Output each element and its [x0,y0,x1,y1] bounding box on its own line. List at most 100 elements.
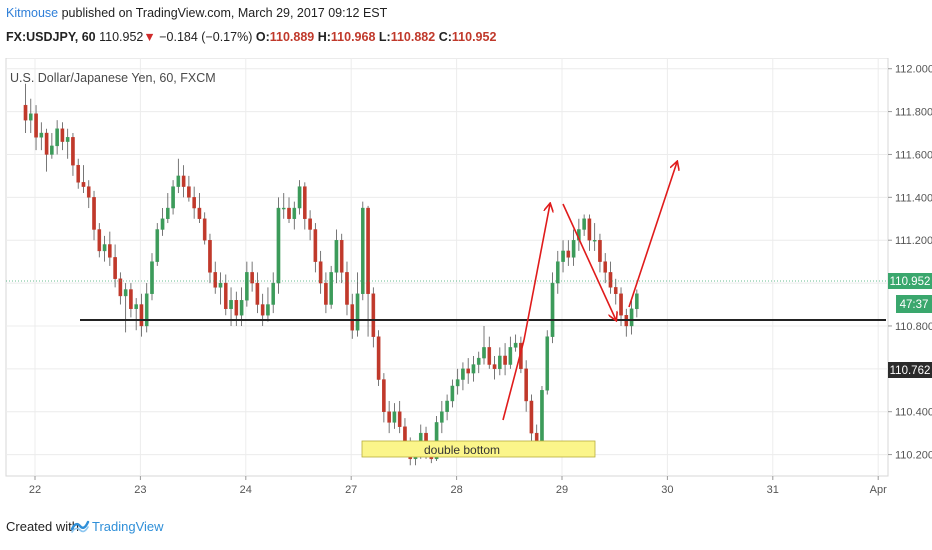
candle-body [44,132,49,155]
author-link[interactable]: Kitmouse [6,6,59,20]
quote-line: FX:USDJPY, 60 110.952▼ −0.184 (−0.17%) O… [6,30,496,44]
candle [366,205,370,337]
candle-body [144,293,149,327]
candle [503,343,507,376]
tradingview-logo-icon[interactable] [70,517,90,535]
svg-text:47:37: 47:37 [900,299,929,311]
candle [629,300,634,335]
double-bottom-box[interactable] [361,440,596,458]
candle [308,210,312,241]
annotations: double bottom [6,162,888,458]
trend-arrow-up-2 [523,204,550,341]
candle-body [482,347,486,359]
candle-body [313,229,318,262]
candle-body [455,379,460,387]
candle-body [260,304,265,316]
candle [55,120,59,155]
candle [487,336,492,369]
candle [440,400,444,434]
candle-body [76,164,81,183]
tradingview-brand[interactable]: TradingView [92,519,164,534]
countdown-badge: 47:37 [896,295,932,313]
candle-body [245,272,249,301]
open-label: O: [255,30,270,44]
x-tick-label: Apr [870,484,887,496]
candle-body [334,240,339,273]
last-price: 110.952 [99,30,144,44]
candle [113,244,117,288]
candle-body [55,128,59,147]
candle [213,261,218,294]
candle [613,278,618,305]
close-value: 110.952 [451,30,497,44]
y-tick-label: 111.800 [895,107,932,119]
candle-body [150,261,154,294]
candle [524,360,528,412]
candle [255,272,260,314]
candle-body [566,250,571,258]
candle [329,265,333,309]
candle-body [397,411,402,427]
candle [508,336,513,369]
candle [339,233,344,284]
time-axis[interactable]: 22 23 24 27 28 29 30 31 Apr [29,476,887,496]
candle [561,240,565,273]
candle [197,193,202,224]
publish-line: Kitmouse published on TradingView.com, M… [6,6,387,20]
candle [450,379,455,408]
candle [492,355,497,380]
candle-body [376,336,381,380]
candle [455,368,460,395]
candle [387,400,391,434]
candle-body [234,300,239,316]
svg-text:110.762: 110.762 [890,365,931,377]
x-tick-label: 31 [767,484,779,496]
candle-body [503,355,507,365]
candle [171,180,175,215]
candle-body [281,207,286,210]
candle-body [192,197,196,209]
candle-body [176,175,181,187]
candle [476,351,481,374]
candle-body [476,357,481,365]
price-axis[interactable]: 110.200110.400110.600110.800111.000111.2… [888,64,932,462]
candle-body [492,364,497,370]
trend-arrow-up-1 [502,339,525,421]
candle-body [382,379,386,412]
candle [287,197,291,224]
candle-body [308,218,312,230]
candle [176,158,181,194]
candles [23,83,639,466]
footer: Created with TradingView [0,504,932,550]
x-tick-label: 22 [29,484,41,496]
y-tick-label: 110.800 [895,321,932,333]
candle [461,362,465,391]
candle-body [86,186,91,198]
candle [118,272,123,305]
candle-body [171,186,175,209]
candle [181,165,186,198]
candle-body [524,368,528,402]
candle-body [187,186,191,198]
candle-body [102,244,107,252]
y-tick-label: 111.600 [895,149,932,161]
candle-body [635,293,639,310]
x-tick-label: 27 [345,484,357,496]
candle-body [271,282,276,305]
candle [23,83,28,134]
candle [276,197,281,294]
candle-body [366,207,370,294]
candlestick-chart[interactable]: U.S. Dollar/Japanese Yen, 60, FXCM doubl… [0,58,932,504]
candle-body [181,175,186,187]
grid-lines [6,58,888,476]
candle [218,272,223,305]
candle-body [218,282,223,288]
candle-body [108,244,112,258]
candle [345,261,349,316]
candle [350,293,355,339]
candle-body [360,207,365,294]
candle-body [613,287,618,294]
candle-body [129,289,133,309]
candle-body [603,261,608,273]
candle-body [81,182,86,187]
